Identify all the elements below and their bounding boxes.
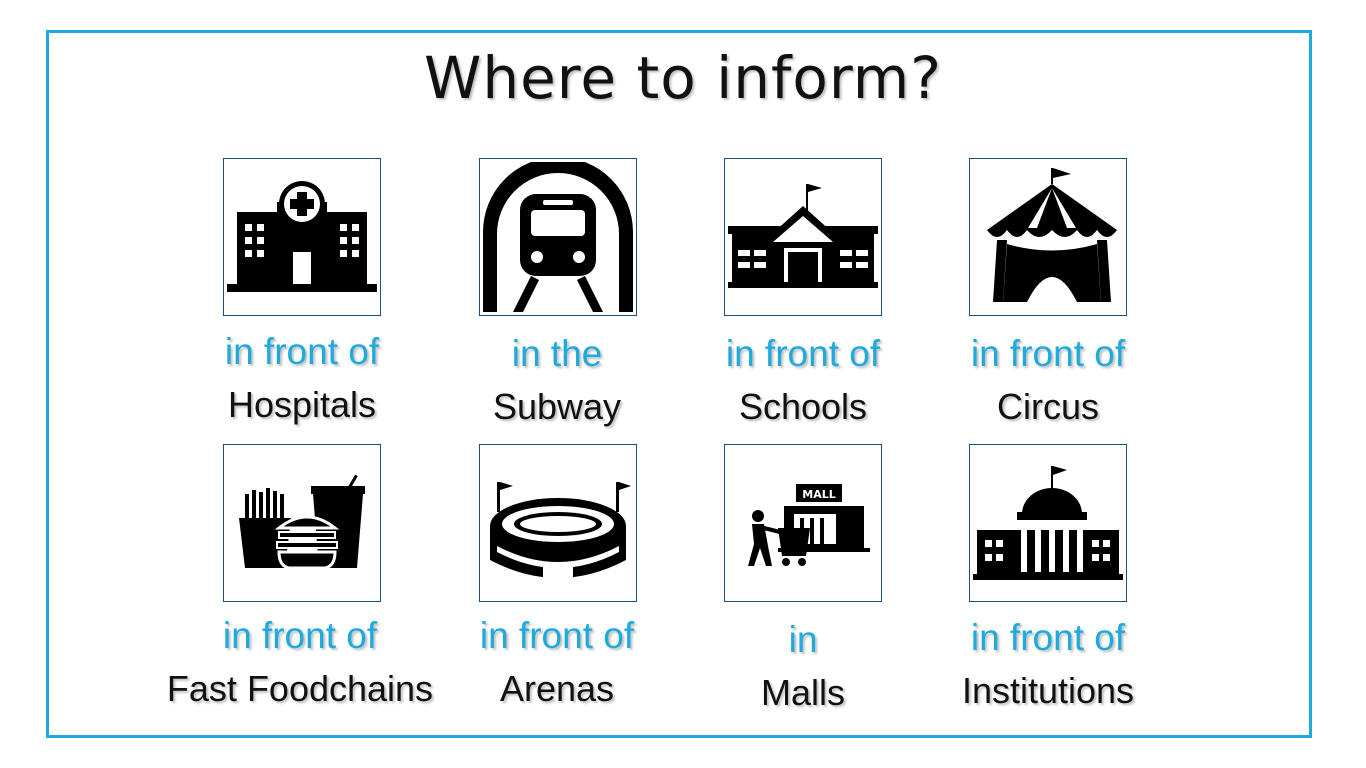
arena-stadium-icon bbox=[479, 444, 637, 602]
caption-subway: in the Subway bbox=[417, 335, 697, 425]
slide-frame bbox=[46, 30, 1312, 738]
caption-prefix: in front of bbox=[224, 331, 380, 372]
caption-prefix: in the bbox=[511, 333, 603, 374]
caption-place: Malls bbox=[760, 672, 845, 713]
caption-place: Institutions bbox=[961, 670, 1135, 711]
caption-prefix: in bbox=[788, 619, 818, 660]
circus-tent-icon bbox=[969, 158, 1127, 316]
caption-prefix: in front of bbox=[970, 617, 1126, 658]
school-icon bbox=[724, 158, 882, 316]
caption-arenas: in front of Arenas bbox=[417, 617, 697, 707]
caption-schools: in front of Schools bbox=[663, 335, 943, 425]
caption-prefix: in front of bbox=[970, 333, 1126, 374]
caption-hospitals: in front of Hospitals bbox=[162, 333, 442, 423]
mall-sign-text: MALL bbox=[802, 488, 835, 501]
hospital-icon bbox=[223, 158, 381, 316]
caption-malls: in Malls bbox=[663, 621, 943, 711]
government-building-icon bbox=[969, 444, 1127, 602]
caption-circus: in front of Circus bbox=[908, 335, 1188, 425]
caption-place: Schools bbox=[738, 386, 868, 427]
caption-prefix: in front of bbox=[479, 615, 635, 656]
caption-prefix: in front of bbox=[725, 333, 881, 374]
subway-train-icon bbox=[479, 158, 637, 316]
caption-place: Arenas bbox=[499, 668, 615, 709]
caption-place: Subway bbox=[492, 386, 622, 427]
caption-prefix: in front of bbox=[222, 615, 378, 656]
caption-place: Hospitals bbox=[227, 384, 377, 425]
mall-shopping-icon: MALL bbox=[724, 444, 882, 602]
caption-place: Fast Foodchains bbox=[166, 668, 434, 709]
slide-title: Where to inform? bbox=[423, 44, 943, 112]
fast-food-icon bbox=[223, 444, 381, 602]
caption-fast-foodchains: in front of Fast Foodchains bbox=[160, 617, 440, 707]
caption-place: Circus bbox=[996, 386, 1099, 427]
caption-institutions: in front of Institutions bbox=[908, 619, 1188, 709]
